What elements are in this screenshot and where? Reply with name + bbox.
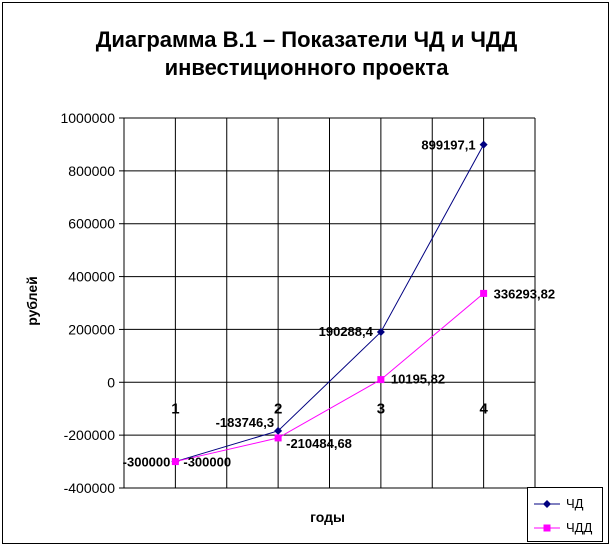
data-point-chdd: [377, 376, 385, 384]
x-tick-label: 4: [479, 400, 488, 417]
legend-marker: [543, 524, 551, 532]
x-tick-label: 3: [377, 400, 385, 417]
data-label: -210484,68: [286, 436, 352, 451]
data-point-chdd: [480, 289, 488, 297]
y-tick-label: 1000000: [60, 110, 115, 126]
legend-item: ЧД: [528, 494, 604, 514]
x-tick-label: 2: [274, 400, 282, 417]
y-tick-label: 400000: [68, 269, 115, 285]
legend-swatch: [534, 500, 560, 508]
y-tick-label: -400000: [64, 480, 116, 496]
series-line-2: [175, 293, 484, 463]
legend-item: ЧДД: [528, 518, 604, 538]
data-label: -183746,3: [216, 415, 275, 430]
y-tick-label: -200000: [64, 427, 116, 443]
data-point-chd: [274, 426, 283, 435]
chart-legend: ЧД ЧДД: [527, 487, 603, 542]
data-point-chdd: [274, 434, 282, 442]
legend-label: ЧД: [566, 496, 584, 511]
data-label: 899197,1: [421, 138, 475, 153]
y-axis-title: рублей: [24, 276, 40, 326]
legend-label: ЧДД: [566, 520, 593, 535]
legend-marker: [543, 500, 551, 508]
data-point-chd: [376, 327, 385, 336]
data-label: 190288,4: [319, 324, 374, 339]
x-tick-label: 1: [171, 400, 179, 417]
y-tick-label: 0: [107, 374, 115, 390]
data-point-chd: [479, 140, 488, 149]
data-point-chdd: [171, 458, 179, 466]
data-label: 336293,82: [494, 286, 555, 301]
x-axis-title: годы: [310, 509, 345, 525]
chart-title: Диаграмма В.1 – Показатели ЧД и ЧДД: [95, 27, 518, 52]
series-line-1: [175, 144, 485, 463]
data-label: -300000: [123, 455, 171, 470]
chart-frame: [2, 2, 609, 544]
y-tick-label: 200000: [68, 321, 115, 337]
legend-swatch: [534, 524, 560, 532]
data-label: 10195,82: [391, 372, 445, 387]
y-tick-label: 600000: [68, 216, 115, 232]
chart-subtitle: инвестиционного проекта: [164, 55, 449, 80]
data-label: -300000: [183, 455, 231, 470]
y-tick-label: 800000: [68, 163, 115, 179]
